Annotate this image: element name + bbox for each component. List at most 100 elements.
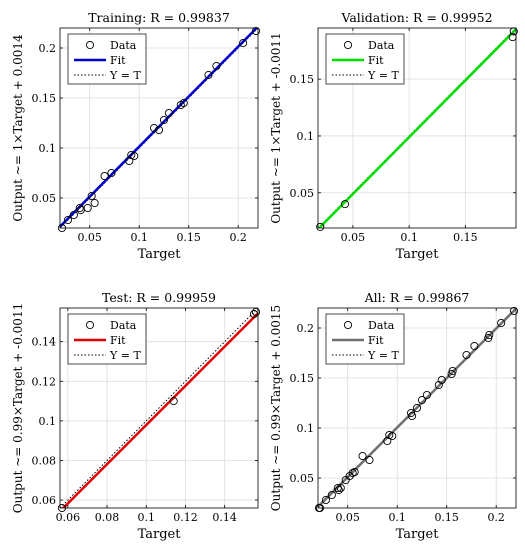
data-point <box>239 38 248 48</box>
y-axis-label: Output ~= 1×Target + 0.0014 <box>11 34 25 222</box>
legend: Data Fit Y = T <box>67 33 147 85</box>
y-axis-label: Output ~= 0.99×Target + 0.0015 <box>269 305 283 511</box>
legend-label-identity: Y = T <box>367 69 399 82</box>
y-tick-label: 0.2 <box>297 322 315 335</box>
data-point <box>485 330 494 340</box>
data-point <box>316 222 325 231</box>
data-point <box>164 108 173 118</box>
x-tick-label: 0.1 <box>400 231 418 244</box>
axes-frame <box>59 27 259 229</box>
x-tick-label: 0.06 <box>56 511 81 524</box>
x-axis-label: Target <box>396 527 440 542</box>
x-axis-label: Target <box>396 247 440 262</box>
x-tick-label: 0.2 <box>487 511 505 524</box>
legend-label-fit: Fit <box>368 54 384 67</box>
data-point <box>497 318 506 328</box>
legend-label-data: Data <box>368 319 395 332</box>
legend: Data Fit Y = T <box>325 33 405 85</box>
data-point <box>388 431 397 441</box>
x-tick-label: 0.2 <box>229 231 247 244</box>
data-point <box>75 203 84 213</box>
x-axis-label: Target <box>138 247 182 262</box>
data-point <box>334 485 343 495</box>
data-point <box>107 168 116 178</box>
data-point <box>336 483 345 493</box>
chart-panel-4: 0.05 0.1 0.15 0.2 0.05 0.1 0.15 0.2 All: R = 0.9… <box>269 290 519 542</box>
legend-label-fit: Fit <box>368 334 384 347</box>
y-tick-label: 0.1 <box>297 130 315 143</box>
data-point <box>422 390 431 400</box>
data-point <box>509 306 519 316</box>
data-point <box>470 341 479 351</box>
data-point <box>154 125 164 135</box>
data-point <box>83 203 92 213</box>
data-point <box>327 490 336 500</box>
data-point <box>204 70 213 80</box>
data-point <box>407 411 417 421</box>
data-point <box>350 467 359 477</box>
data-point <box>321 495 330 505</box>
data-point <box>130 151 139 161</box>
y-tick-label: 0.06 <box>32 494 57 507</box>
data-point <box>87 191 96 201</box>
data-point <box>169 397 178 406</box>
y-axis-label: Output ~= 0.99×Target + -0.0011 <box>11 303 25 513</box>
y-tick-label: 0.2 <box>39 42 57 55</box>
data-point <box>412 403 422 413</box>
legend-marker-data <box>85 40 95 50</box>
x-tick-label: 0.1 <box>130 231 148 244</box>
data-point <box>125 156 134 166</box>
y-tick-label: 0.15 <box>290 73 315 86</box>
legend-label-identity: Y = T <box>367 349 399 362</box>
x-axis-label: Target <box>138 527 182 542</box>
x-tick-label: 0.05 <box>77 231 102 244</box>
legend: Data Fit Y = T <box>325 313 405 365</box>
legend-marker-data <box>85 320 95 330</box>
x-tick-label: 0.15 <box>453 231 478 244</box>
chart-panel-3: 0.06 0.08 0.1 0.12 0.14 0.06 0.08 0.1 0.12 0.14 Te… <box>11 290 261 542</box>
axes-frame <box>59 307 259 509</box>
y-tick-label: 0.1 <box>297 422 315 435</box>
y-tick-label: 0.12 <box>32 375 57 388</box>
data-point <box>90 198 99 208</box>
data-point <box>358 451 367 461</box>
data-point <box>69 210 78 220</box>
y-tick-label: 0.08 <box>32 454 57 467</box>
legend-marker-data <box>343 320 353 330</box>
data-point <box>383 436 392 446</box>
legend-label-data: Data <box>110 319 137 332</box>
y-tick-label: 0.1 <box>39 415 57 428</box>
chart-panel-1: 0.05 0.1 0.15 0.2 0.05 0.1 0.15 0.2 Training: R … <box>11 10 261 262</box>
axes-frame <box>317 27 517 229</box>
y-tick-label: 0.1 <box>39 142 57 155</box>
axes-frame <box>317 307 517 509</box>
data-point <box>448 366 457 376</box>
y-tick-label: 0.05 <box>32 192 57 205</box>
legend-label-data: Data <box>368 39 395 52</box>
legend-label-identity: Y = T <box>109 69 141 82</box>
data-point <box>437 375 446 385</box>
x-tick-label: 0.12 <box>173 511 198 524</box>
legend-label-data: Data <box>110 39 137 52</box>
legend-label-identity: Y = T <box>109 349 141 362</box>
x-tick-label: 0.1 <box>388 511 406 524</box>
data-point <box>333 483 342 493</box>
fit-line <box>61 312 258 508</box>
fit-line <box>318 28 516 228</box>
x-tick-label: 0.05 <box>341 231 366 244</box>
y-tick-label: 0.14 <box>32 336 57 349</box>
data-point <box>100 171 109 181</box>
legend-label-fit: Fit <box>110 334 126 347</box>
legend: Data Fit Y = T <box>67 313 147 365</box>
y-tick-label: 0.05 <box>290 472 315 485</box>
chart-title: All: R = 0.99867 <box>364 290 470 305</box>
chart-title: Validation: R = 0.99952 <box>340 10 492 25</box>
identity-line <box>60 308 258 508</box>
data-point <box>251 26 261 36</box>
data-point <box>340 200 350 209</box>
data-point <box>179 98 188 108</box>
y-tick-label: 0.15 <box>290 372 315 385</box>
chart-panel-2: 0.05 0.1 0.15 0.05 0.1 0.15 Validation: R = 0.… <box>269 10 518 262</box>
data-point <box>345 471 354 481</box>
